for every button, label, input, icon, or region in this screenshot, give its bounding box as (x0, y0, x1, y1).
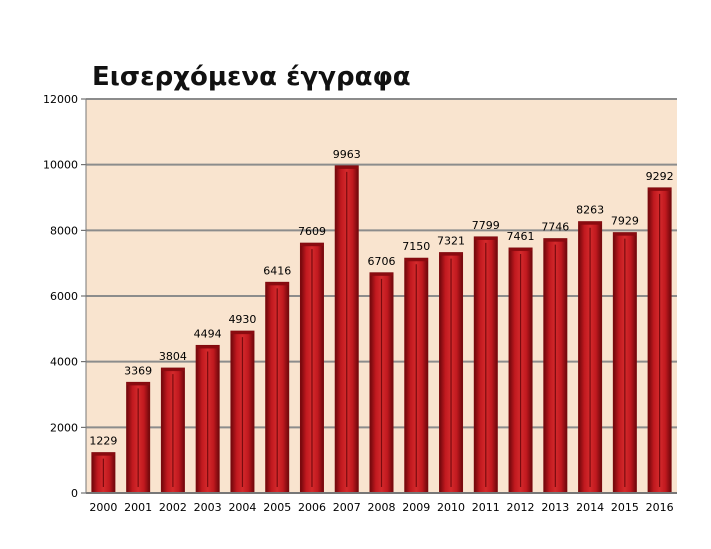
y-tick-label: 8000 (50, 224, 78, 237)
data-label: 7609 (298, 225, 326, 238)
bar-cap (91, 452, 115, 456)
bar-cap (578, 221, 602, 225)
y-tick-label: 10000 (43, 159, 78, 172)
x-tick-label: 2011 (472, 501, 500, 514)
data-label: 8263 (576, 204, 604, 217)
bar-cap (126, 382, 150, 386)
y-tick-label: 4000 (50, 356, 78, 369)
bar (299, 242, 324, 494)
bar-cap (543, 238, 567, 242)
data-label: 7746 (541, 221, 569, 234)
y-tick-label: 12000 (43, 93, 78, 106)
bar (195, 344, 220, 494)
x-tick-label: 2007 (333, 501, 361, 514)
bar-cap (648, 187, 672, 191)
x-tick-label: 2014 (576, 501, 604, 514)
bar (369, 272, 394, 494)
data-label: 7150 (402, 240, 430, 253)
data-label: 9292 (646, 170, 674, 183)
y-tick-label: 0 (71, 487, 78, 500)
data-label: 7929 (611, 215, 639, 228)
y-tick-label: 6000 (50, 290, 78, 303)
x-tick-label: 2008 (368, 501, 396, 514)
x-tick-label: 2012 (507, 501, 535, 514)
x-tick-label: 2003 (194, 501, 222, 514)
bar (126, 381, 151, 494)
bar (334, 165, 359, 494)
x-tick-label: 2002 (159, 501, 187, 514)
data-label: 4494 (194, 327, 222, 340)
bar (439, 252, 464, 494)
bar-cap (439, 252, 463, 256)
bar-cap (196, 345, 220, 349)
bar (612, 232, 637, 494)
x-tick-label: 2001 (124, 501, 152, 514)
bar-cap (230, 331, 254, 335)
x-axis-tick-labels: 2000 2001 2002 2003 2004 2005 2006 2007 2008 2009… (89, 501, 673, 514)
bar (230, 330, 255, 494)
x-tick-label: 2005 (263, 501, 291, 514)
bar-cap (370, 272, 393, 276)
bar-cap (509, 248, 533, 252)
x-tick-label: 2015 (611, 501, 639, 514)
data-label: 4930 (228, 313, 256, 326)
data-labels: 1229 3369 3804 4494 4930 6416 7609 9963 6706 7150… (89, 148, 673, 448)
data-label: 3369 (124, 364, 152, 377)
bar (265, 281, 290, 494)
bar (543, 238, 568, 494)
bar (578, 221, 603, 494)
x-tick-label: 2006 (298, 501, 326, 514)
x-tick-label: 2013 (541, 501, 569, 514)
data-label: 6706 (368, 255, 396, 268)
y-axis-tick-labels: 0 2000 4000 6000 8000 10000 12000 (43, 93, 86, 500)
data-label: 7799 (472, 219, 500, 232)
data-label: 9963 (333, 148, 361, 161)
y-tick-label: 2000 (50, 421, 78, 434)
bar-cap (300, 243, 324, 247)
bars (91, 165, 672, 494)
bar (647, 187, 672, 494)
bar (160, 367, 185, 494)
x-tick-label: 2016 (646, 501, 674, 514)
bar-cap (613, 232, 637, 236)
bar-cap (474, 236, 498, 240)
bar-cap (161, 368, 185, 372)
data-label: 6416 (263, 264, 291, 277)
bar-cap (265, 282, 289, 286)
bar (404, 257, 429, 494)
data-label: 7321 (437, 235, 465, 248)
data-label: 1229 (89, 435, 117, 448)
x-tick-label: 2010 (437, 501, 465, 514)
x-tick-label: 2000 (89, 501, 117, 514)
bar-cap (404, 258, 428, 262)
bar (473, 236, 498, 494)
x-tick-label: 2009 (402, 501, 430, 514)
chart-title: Εισερχόμενα έγγραφα (92, 62, 411, 92)
bar (91, 452, 116, 494)
data-label: 3804 (159, 350, 187, 363)
data-label: 7461 (507, 230, 535, 243)
x-tick-label: 2004 (228, 501, 256, 514)
bar-cap (335, 165, 359, 169)
bar (508, 247, 533, 494)
